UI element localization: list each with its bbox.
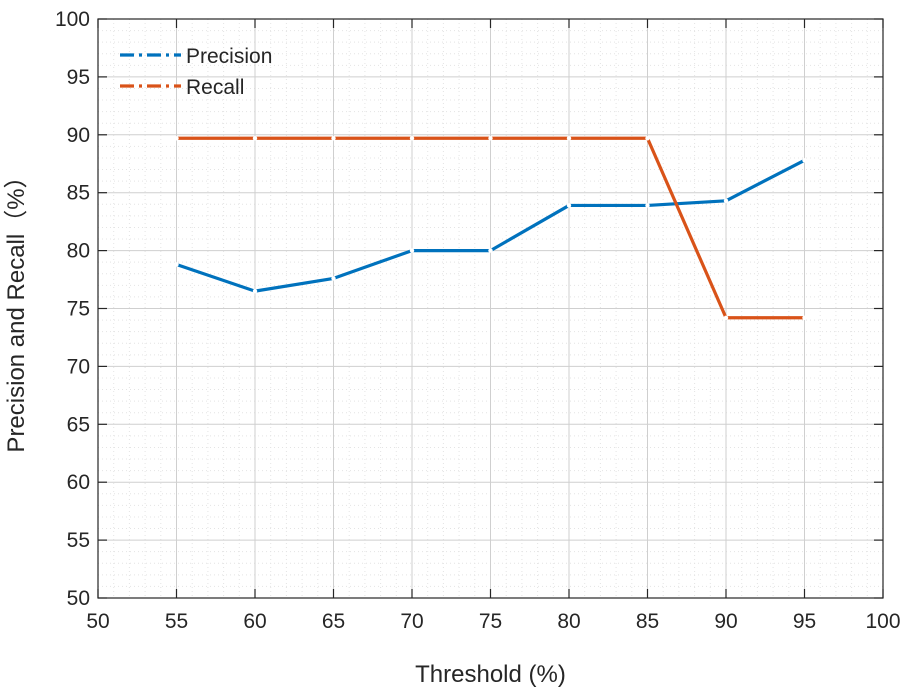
data-point [409,248,415,253]
y-tick-label: 50 [67,587,90,610]
data-point [723,198,729,204]
x-tick-label: 50 [86,610,109,633]
data-point [645,136,650,141]
series-segment [488,203,571,253]
y-tick-label: 95 [67,66,90,89]
data-point [488,248,493,253]
data-point [331,136,336,141]
legend-label: Precision [186,45,272,68]
tick-layer [97,18,884,599]
legend-item: Recall [120,76,244,99]
x-tick-label: 55 [165,610,188,633]
series-segment [645,199,728,208]
data-point [331,276,336,281]
x-tick-label: 60 [243,610,266,633]
y-tick-label: 100 [55,8,90,31]
x-tick-label: 90 [714,610,737,633]
x-axis-label: Threshold (%) [415,661,566,688]
data-point [566,203,572,208]
y-tick-label: 55 [67,529,90,552]
series-segment [724,158,807,203]
legend-label: Recall [186,76,244,99]
data-point [723,315,729,320]
x-tick-label: 65 [322,610,345,633]
series-segment [331,249,414,280]
data-point [802,158,807,163]
data-point [252,136,258,141]
y-tick-label: 85 [67,182,90,205]
tick-label-layer: 50 55 60 65 70 75 80 85 90 95 100 50 55 60 65 70 75 80 85 9… [55,8,901,633]
series-precision [174,158,807,294]
x-tick-label: 70 [400,610,423,633]
y-tick-label: 90 [67,124,90,147]
data-point [252,288,258,294]
data-point [645,203,650,208]
legend-item: Precision [120,45,272,68]
x-tick-label: 95 [793,610,816,633]
y-tick-label: 60 [67,471,90,494]
series-segment [645,136,728,320]
y-tick-label: 75 [67,298,90,321]
y-axis-label: Precision and Recall（%） [3,164,30,452]
y-tick-label: 80 [67,240,90,263]
x-tick-label: 75 [479,610,502,633]
data-point [488,136,493,141]
data-point [174,262,179,267]
x-tick-label: 85 [636,610,659,633]
data-point [174,136,179,141]
x-tick-label: 80 [557,610,580,633]
data-point [409,136,415,141]
y-tick-label: 65 [67,413,90,436]
major-grid [97,18,884,599]
series-recall [174,136,807,320]
data-point [802,315,807,320]
series-segment [174,262,257,293]
legend: Precision Recall [120,45,272,99]
series-segment [253,276,336,293]
data-point [566,136,572,141]
x-tick-label: 100 [865,610,900,633]
y-tick-label: 70 [67,355,90,378]
series-layer [174,136,807,320]
